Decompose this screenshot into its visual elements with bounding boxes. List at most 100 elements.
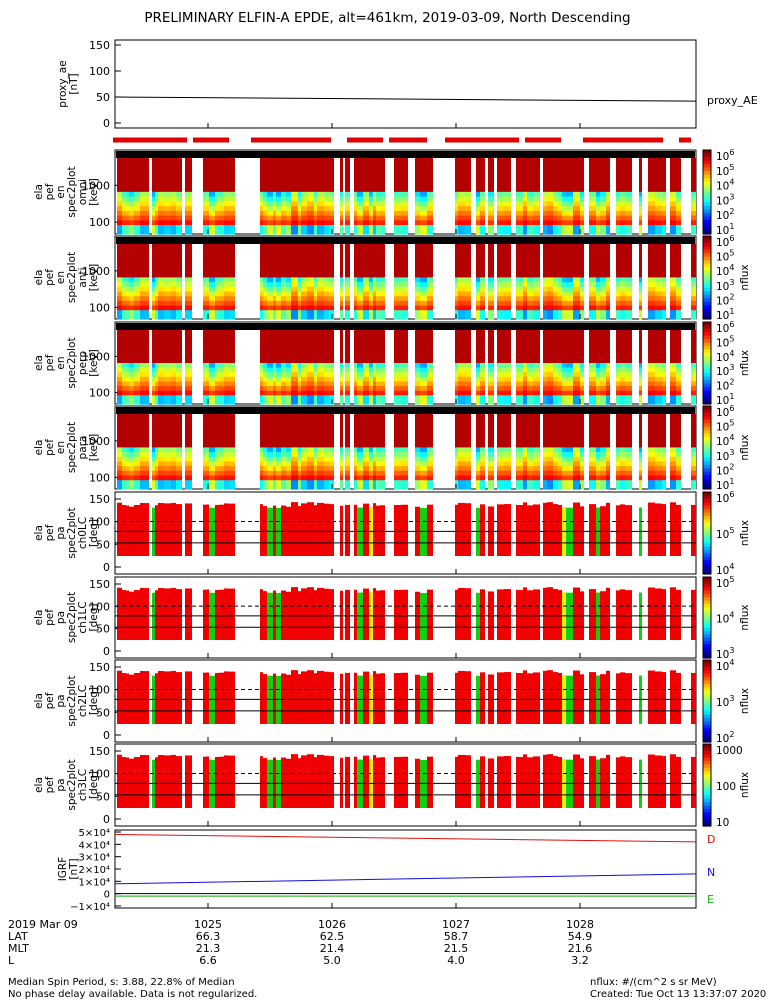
spec-cell-en_omni-98-15 [670, 158, 676, 164]
saturation-band-en_para [116, 407, 695, 414]
spec-cell-en_para-3-9 [129, 442, 134, 448]
spec-cell-en_perp-57-14 [427, 334, 433, 340]
spec-cell-en_perp-1-5 [122, 376, 126, 382]
spec-cell-en_anti-19-9 [209, 272, 215, 278]
spec-cell-en_omni-20-10 [215, 181, 219, 188]
spec-cell-en_omni-22-1 [224, 224, 229, 230]
spec-cell-en_perp-80-12 [566, 343, 573, 350]
colorbar-cell-en_para-0 [703, 406, 711, 411]
spec-cell-en_anti-5-5 [140, 290, 144, 297]
spec-cell-en_perp-6-14 [144, 334, 149, 340]
spec-cell-en_anti-32-13 [286, 253, 291, 259]
spec-cell-en_perp-79-0 [562, 399, 566, 405]
spec-cell-en_para-8-0 [152, 484, 155, 490]
spec-cell-en_omni-70-13 [516, 167, 519, 173]
spec-cell-en_para-43-12 [345, 428, 350, 434]
spec-cell-en_anti-45-1 [357, 309, 363, 315]
spec-cell-en_anti-44-0 [354, 314, 357, 320]
spec-cell-en_perp-80-3 [566, 385, 573, 391]
spec-cell-en_para-48-2 [373, 474, 376, 481]
spec-cell-en_perp-52-3 [394, 385, 401, 391]
spec-cell-en_anti-70-0 [516, 314, 519, 320]
spec-cell-en_perp-46-13 [363, 339, 369, 345]
spec-cell-en_omni-77-1 [553, 224, 558, 230]
spec-cell-en_omni-95-1 [655, 224, 662, 230]
spec-cell-en_anti-2-14 [126, 248, 129, 254]
spec-cell-en_anti-13-9 [176, 272, 182, 278]
spec-cell-en_para-38-0 [317, 484, 324, 490]
spec-cell-en_omni-13-4 [176, 210, 182, 216]
spec-cell-en_anti-101-3 [691, 300, 696, 306]
spec-cell-en_perp-95-5 [655, 376, 662, 382]
spec-cell-en_anti-29-10 [273, 267, 276, 273]
spec-cell-en_anti-0-5 [117, 290, 122, 297]
spec-cell-en_omni-15-3 [185, 215, 192, 221]
spec-cell-en_para-19-12 [209, 428, 215, 434]
spec-cell-en_anti-36-15 [307, 244, 314, 250]
spec-cell-en_perp-10-15 [158, 330, 164, 336]
spec-cell-en_para-34-8 [298, 446, 301, 453]
spec-cell-en_perp-86-14 [606, 334, 610, 340]
spec-cell-en_para-1-3 [122, 470, 126, 476]
spec-cell-en_anti-2-10 [126, 267, 129, 273]
spec-cell-en_anti-90-1 [625, 309, 632, 315]
spec-cell-en_perp-55-7 [415, 367, 420, 373]
spec-cell-en_omni-84-1 [596, 224, 600, 230]
spec-cell-en_perp-31-9 [281, 357, 286, 363]
spec-cell-en_para-29-4 [273, 465, 276, 471]
spec-cell-en_anti-13-13 [176, 253, 182, 259]
spec-cell-en_para-30-15 [276, 414, 281, 420]
spec-cell-en_omni-45-12 [357, 172, 363, 178]
spec-cell-en_perp-44-12 [354, 343, 357, 350]
spec-cell-en_anti-17-5 [203, 290, 206, 297]
colorbar-cell-en_para-22 [703, 482, 711, 487]
spec-cell-en_para-39-11 [324, 432, 329, 439]
spec-cell-en_perp-34-15 [298, 330, 301, 336]
spec-cell-en_para-40-10 [329, 437, 334, 443]
spec-cell-en_perp-50-1 [380, 394, 385, 400]
spec-cell-en_perp-61-7 [455, 367, 458, 373]
spec-cell-en_omni-32-11 [286, 177, 291, 183]
spec-cell-en_para-36-2 [307, 474, 314, 481]
spec-cell-en_anti-4-12 [134, 258, 140, 264]
spec-cell-en_anti-13-5 [176, 290, 182, 297]
spec-cell-en_para-0-5 [117, 460, 122, 467]
spec-cell-en_omni-36-0 [307, 229, 314, 235]
spec-cell-en_omni-95-5 [655, 205, 662, 211]
spec-cell-en_perp-31-4 [281, 380, 286, 387]
spec-cell-en_para-19-8 [209, 446, 215, 453]
spec-cell-en_para-32-8 [286, 446, 291, 453]
spec-cell-en_omni-27-11 [263, 177, 267, 183]
spec-cell-en_omni-57-9 [427, 186, 433, 192]
spec-cell-en_omni-52-4 [394, 210, 401, 216]
spec-cell-en_anti-9-3 [155, 300, 158, 306]
spec-cell-en_perp-81-8 [573, 362, 580, 368]
spec-cell-en_omni-101-13 [691, 167, 696, 173]
spec-cell-en_omni-4-4 [134, 210, 140, 216]
spec-cell-en_anti-33-2 [291, 304, 298, 311]
spec-cell-en_anti-32-8 [286, 276, 291, 283]
spec-cell-en_anti-45-15 [357, 244, 363, 250]
spec-cell-en_omni-8-5 [152, 205, 155, 211]
spec-cell-en_omni-62-14 [458, 162, 465, 169]
spec-cell-en_perp-67-1 [497, 394, 504, 400]
spec-cell-en_anti-101-7 [691, 281, 696, 287]
spec-cell-en_para-49-1 [376, 479, 380, 485]
spec-cell-en_anti-53-10 [401, 267, 408, 273]
spec-cell-en_omni-5-8 [140, 191, 144, 197]
spec-cell-en_omni-96-13 [662, 167, 666, 173]
spec-cell-en_omni-19-8 [209, 191, 215, 197]
spec-cell-en_omni-61-11 [455, 177, 458, 183]
spec-cell-en_anti-85-13 [600, 253, 606, 259]
spec-cell-en_anti-9-4 [155, 295, 158, 301]
spec-cell-en_omni-10-12 [158, 172, 164, 178]
spec-cell-en_perp-19-9 [209, 357, 215, 363]
spec-cell-en_omni-50-3 [380, 215, 385, 221]
spec-cell-en_anti-101-8 [691, 276, 696, 283]
spec-cell-en_para-38-15 [317, 414, 324, 420]
spec-cell-en_perp-1-11 [122, 348, 126, 354]
spec-cell-en_para-46-4 [363, 465, 369, 471]
spec-cell-en_omni-47-12 [369, 172, 373, 178]
spec-cell-en_anti-75-9 [543, 272, 547, 278]
spec-cell-en_anti-34-15 [298, 244, 301, 250]
